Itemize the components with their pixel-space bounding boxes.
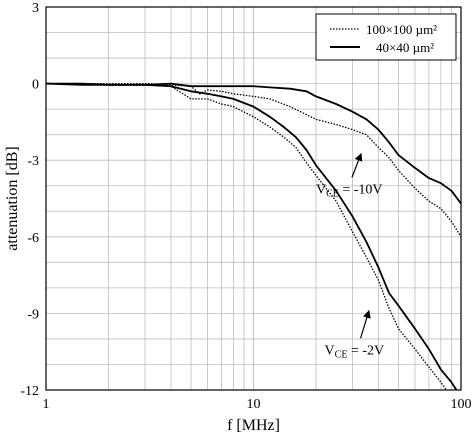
annotation-arrow — [359, 309, 371, 339]
series-line-1 — [45, 82, 462, 205]
series-line-0 — [46, 82, 462, 238]
series-line-3 — [46, 82, 458, 391]
y-tick-label: -9 — [27, 307, 39, 322]
y-axis-title: attenuation [dB] — [4, 146, 21, 250]
y-tick-label: 3 — [32, 1, 39, 16]
legend: 100×100 µm² 40×40 µm² — [315, 13, 457, 61]
series-layer — [45, 82, 462, 391]
series-line-2 — [46, 82, 447, 391]
legend-label-40x40: 40×40 µm² — [376, 40, 434, 55]
tick-labels: 1 10 100 3 0 -3 -6 -9 -12 — [20, 1, 471, 412]
grid — [46, 7, 461, 390]
y-tick-label: -12 — [20, 384, 39, 399]
y-tick-label: -3 — [27, 154, 39, 169]
annotation-vce-2v: VCE = -2V — [325, 343, 385, 360]
y-tick-label: -6 — [27, 231, 39, 246]
annotations: VCE = -10V VCE = -2V — [316, 152, 385, 360]
plot-frame — [45, 6, 462, 391]
x-tick-label: 1 — [43, 397, 50, 412]
x-tick-label: 10 — [247, 397, 261, 412]
x-axis-title: f [MHz] — [227, 417, 280, 434]
annotation-arrow — [351, 152, 363, 178]
x-tick-label: 100 — [451, 397, 472, 412]
annotation-vce-10v: VCE = -10V — [316, 182, 383, 199]
y-tick-label: 0 — [32, 78, 39, 93]
legend-box — [315, 13, 457, 61]
legend-label-100x100: 100×100 µm² — [366, 22, 437, 37]
